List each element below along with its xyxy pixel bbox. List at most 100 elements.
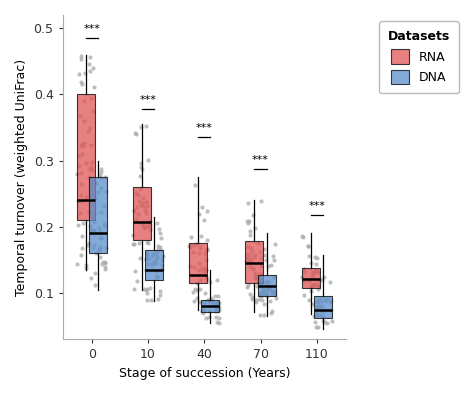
Point [319,314,327,321]
Point [260,246,268,252]
Point [271,241,279,247]
Point [132,130,140,137]
Legend: RNA, DNA: RNA, DNA [379,21,459,93]
Point [320,308,328,314]
Point [146,224,154,231]
Point [308,269,316,275]
Point [272,295,279,301]
Point [142,224,149,230]
Point [87,141,95,148]
Point [85,60,92,67]
Point [193,280,201,286]
Point [250,265,257,271]
Point [270,290,277,296]
Point [87,164,95,170]
Point [101,259,109,265]
Point [202,257,210,263]
Point [201,307,208,313]
Point [200,217,208,223]
Point [191,242,198,248]
Point [143,239,150,246]
Point [144,223,152,229]
Point [157,247,164,254]
Point [197,245,204,251]
Point [132,216,140,222]
Point [258,297,266,303]
Point [143,253,150,259]
Point [87,226,94,232]
Point [146,227,154,233]
Point [91,282,99,289]
Point [145,157,152,164]
Point [88,199,95,206]
Point [97,166,104,172]
Point [88,196,95,203]
Point [244,254,251,261]
Point [78,198,86,204]
Point [92,180,100,186]
Point [321,319,328,325]
Point [198,265,205,271]
Point [137,160,145,166]
Point [255,279,263,286]
Point [89,214,96,221]
Point [73,171,81,177]
Point [251,225,259,231]
Point [195,211,202,217]
Point [259,286,267,292]
PathPatch shape [258,275,276,296]
Point [307,284,314,290]
Point [313,305,321,311]
Point [214,299,222,305]
Point [201,250,209,256]
Point [82,265,90,271]
Point [312,261,320,267]
Point [147,297,155,303]
Point [146,285,154,292]
Point [251,275,259,282]
Point [77,142,84,148]
Point [268,309,275,316]
Point [243,284,251,290]
Point [244,256,251,262]
Point [85,209,93,215]
Point [196,286,203,292]
Point [138,220,146,226]
Point [152,256,160,262]
Point [131,130,138,137]
Point [203,207,210,214]
Point [132,190,139,196]
Point [255,276,263,282]
Point [84,128,92,134]
Point [90,211,97,218]
Point [301,269,308,275]
Point [259,290,266,296]
Point [74,198,82,204]
Point [248,294,255,300]
Point [248,248,256,254]
Point [246,258,254,265]
Point [198,233,205,239]
Point [88,167,96,173]
Point [89,190,97,197]
Point [246,263,254,270]
Point [312,324,319,330]
Point [139,222,146,228]
Point [142,256,149,262]
Point [317,303,324,310]
Point [156,229,164,236]
Point [142,199,150,205]
Point [81,118,88,125]
Point [78,233,86,239]
Point [314,282,322,288]
Point [91,219,98,225]
Point [314,312,322,318]
Point [159,253,166,259]
Point [145,256,153,262]
Point [139,200,146,207]
Point [153,249,161,255]
Point [142,123,149,130]
Point [300,292,308,298]
Point [264,292,271,299]
Point [97,254,104,261]
